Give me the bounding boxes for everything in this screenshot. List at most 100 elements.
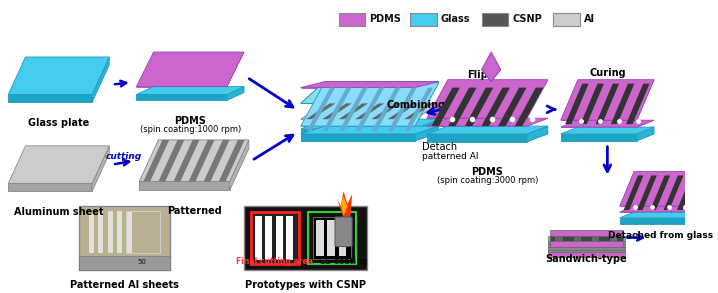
Polygon shape [415, 82, 439, 103]
Polygon shape [301, 126, 439, 134]
Text: (spin coating:3000 rpm): (spin coating:3000 rpm) [437, 176, 538, 185]
Polygon shape [637, 80, 654, 120]
Polygon shape [561, 134, 637, 141]
Polygon shape [9, 183, 92, 191]
Polygon shape [189, 140, 215, 181]
Polygon shape [637, 120, 654, 127]
Text: Detached from glass: Detached from glass [607, 231, 713, 240]
Polygon shape [159, 140, 185, 181]
Text: Detach: Detach [422, 142, 457, 152]
Polygon shape [651, 176, 670, 210]
Polygon shape [580, 84, 604, 124]
Polygon shape [9, 95, 92, 102]
Polygon shape [620, 218, 686, 224]
Polygon shape [427, 80, 548, 118]
FancyBboxPatch shape [610, 236, 617, 241]
Polygon shape [686, 171, 701, 206]
Polygon shape [144, 140, 169, 181]
Polygon shape [355, 88, 384, 131]
Polygon shape [204, 140, 230, 181]
Polygon shape [527, 118, 548, 126]
Text: CS coating: CS coating [320, 258, 368, 266]
Polygon shape [432, 88, 460, 126]
Text: Curing: Curing [589, 68, 625, 78]
Text: Final cutting area: Final cutting area [236, 257, 314, 266]
Text: PDMS: PDMS [174, 116, 206, 126]
Polygon shape [92, 146, 109, 191]
FancyBboxPatch shape [410, 13, 437, 26]
FancyBboxPatch shape [339, 13, 365, 26]
Polygon shape [227, 52, 244, 87]
FancyBboxPatch shape [108, 211, 113, 253]
Polygon shape [388, 88, 416, 131]
FancyBboxPatch shape [89, 211, 93, 253]
FancyBboxPatch shape [550, 236, 623, 241]
Polygon shape [339, 88, 368, 131]
Polygon shape [515, 88, 544, 126]
Polygon shape [611, 84, 635, 124]
Polygon shape [404, 103, 434, 119]
Polygon shape [355, 103, 385, 119]
Polygon shape [482, 88, 510, 126]
Polygon shape [136, 87, 244, 95]
FancyBboxPatch shape [276, 216, 283, 260]
FancyBboxPatch shape [251, 212, 299, 264]
FancyBboxPatch shape [553, 13, 579, 26]
FancyBboxPatch shape [550, 230, 623, 236]
Polygon shape [219, 140, 245, 181]
Polygon shape [301, 119, 439, 129]
Polygon shape [301, 134, 415, 141]
Polygon shape [339, 103, 368, 119]
Polygon shape [341, 196, 348, 216]
FancyBboxPatch shape [550, 241, 623, 247]
Polygon shape [415, 82, 439, 103]
Polygon shape [527, 80, 548, 118]
FancyBboxPatch shape [286, 216, 293, 260]
FancyBboxPatch shape [327, 220, 335, 256]
FancyBboxPatch shape [313, 217, 351, 259]
Polygon shape [561, 127, 654, 134]
Polygon shape [482, 52, 500, 82]
FancyBboxPatch shape [316, 220, 324, 256]
FancyBboxPatch shape [549, 253, 625, 258]
Polygon shape [372, 88, 401, 131]
FancyBboxPatch shape [127, 211, 131, 253]
Polygon shape [306, 103, 335, 119]
Polygon shape [620, 206, 701, 212]
Polygon shape [136, 95, 227, 100]
Polygon shape [620, 212, 701, 218]
FancyBboxPatch shape [574, 236, 581, 241]
Polygon shape [415, 119, 439, 136]
Polygon shape [686, 212, 701, 224]
Polygon shape [561, 80, 654, 120]
FancyBboxPatch shape [549, 236, 625, 241]
Text: (spin coating:1000 rpm): (spin coating:1000 rpm) [139, 125, 241, 134]
FancyBboxPatch shape [243, 206, 368, 270]
Text: Aluminum sheet: Aluminum sheet [14, 207, 103, 217]
Polygon shape [322, 103, 352, 119]
Text: Glass: Glass [441, 14, 470, 24]
FancyBboxPatch shape [266, 216, 272, 260]
Polygon shape [415, 103, 439, 119]
Polygon shape [596, 84, 619, 124]
Polygon shape [230, 140, 249, 190]
Polygon shape [139, 140, 249, 181]
FancyBboxPatch shape [255, 216, 261, 260]
FancyBboxPatch shape [335, 217, 352, 247]
FancyBboxPatch shape [117, 211, 122, 253]
Polygon shape [415, 126, 439, 141]
Text: Prototypes with CSNP: Prototypes with CSNP [245, 280, 366, 290]
Text: CSNP: CSNP [512, 14, 542, 24]
FancyBboxPatch shape [482, 13, 508, 26]
Text: PDMS: PDMS [369, 14, 401, 24]
Polygon shape [322, 88, 351, 131]
FancyBboxPatch shape [556, 236, 563, 241]
Polygon shape [371, 103, 401, 119]
Polygon shape [561, 120, 654, 127]
Text: Flip: Flip [467, 70, 488, 80]
Polygon shape [624, 176, 643, 210]
Polygon shape [301, 82, 439, 88]
Text: Patterned: Patterned [167, 206, 221, 216]
Polygon shape [307, 88, 335, 131]
Polygon shape [637, 176, 657, 210]
